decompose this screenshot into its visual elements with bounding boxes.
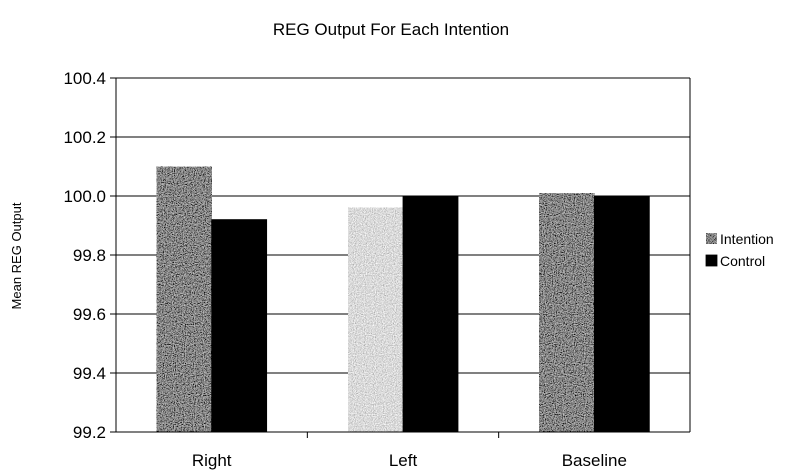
bar-control-right [211,219,268,433]
x-category-label: Baseline [562,451,627,470]
y-tick-labels: 99.2 99.4 99.6 99.8 100.0 100.2 100.4 [63,69,106,442]
y-tick-label: 100.4 [63,69,106,88]
x-category-labels: Right Left Baseline [192,451,627,470]
y-tick-label: 100.2 [63,128,106,147]
bar-control-baseline [593,195,650,433]
x-category-label: Right [192,451,232,470]
y-axis-label: Mean REG Output [9,202,24,309]
bar-control-left [402,195,459,433]
legend-label-intention: Intention [720,231,774,247]
y-tick-label: 100.0 [63,187,106,206]
legend: Intention Control [705,231,774,269]
bar-intention-left [347,207,404,433]
axes [110,77,691,438]
legend-swatch-control [705,254,718,267]
y-tick-label: 99.8 [73,246,106,265]
bar-intention-baseline [538,192,595,433]
chart-title: REG Output For Each Intention [273,20,509,39]
y-tick-label: 99.6 [73,305,106,324]
x-category-label: Left [389,451,418,470]
y-tick-label: 99.2 [73,423,106,442]
legend-swatch-intention [705,232,718,245]
legend-label-control: Control [720,253,765,269]
y-tick-label: 99.4 [73,364,106,383]
bar-intention-right [156,166,213,433]
bars [156,166,650,433]
